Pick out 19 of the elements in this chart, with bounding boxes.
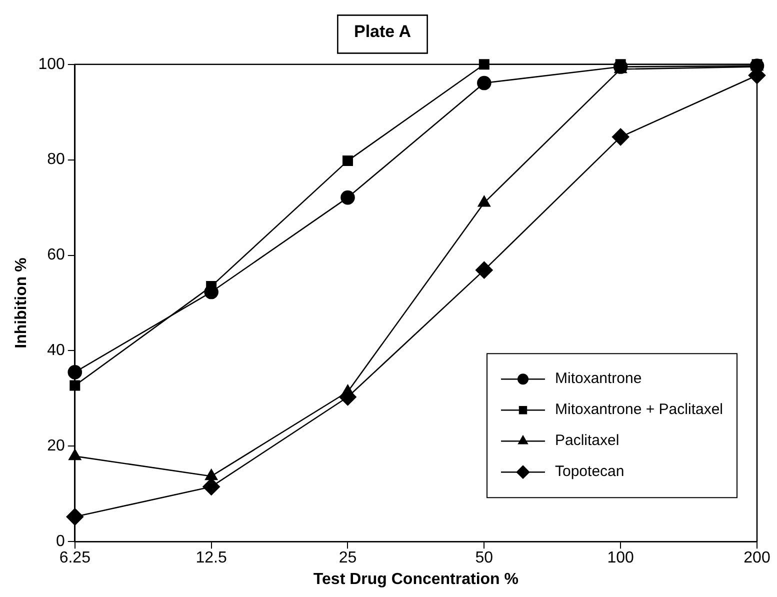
- y-axis-title: Inhibition %: [13, 258, 30, 348]
- x-tick-label: 6.25: [59, 550, 91, 567]
- x-tick-label: 25: [338, 550, 357, 567]
- x-axis-title: Test Drug Concentration %: [313, 570, 518, 588]
- y-tick-label: 0: [56, 533, 65, 550]
- legend-label: Mitoxantrone + Paclitaxel: [554, 401, 724, 418]
- legend-label: Mitoxantrone: [554, 370, 642, 388]
- y-tick-label: 20: [47, 438, 65, 455]
- y-tick-label: 40: [47, 342, 65, 360]
- y-tick-label: 60: [47, 246, 65, 264]
- x-tick-label: 50: [475, 550, 494, 567]
- y-tick-label: 80: [47, 151, 65, 168]
- chart-title: Plate A: [354, 22, 412, 41]
- legend-label: Topotecan: [554, 463, 624, 480]
- legend-label: Paclitaxel: [554, 432, 620, 450]
- x-tick-label: 200: [744, 550, 770, 567]
- x-tick-label: 12.5: [196, 550, 227, 567]
- y-tick-label: 100: [38, 56, 65, 73]
- x-tick-label: 100: [607, 550, 634, 567]
